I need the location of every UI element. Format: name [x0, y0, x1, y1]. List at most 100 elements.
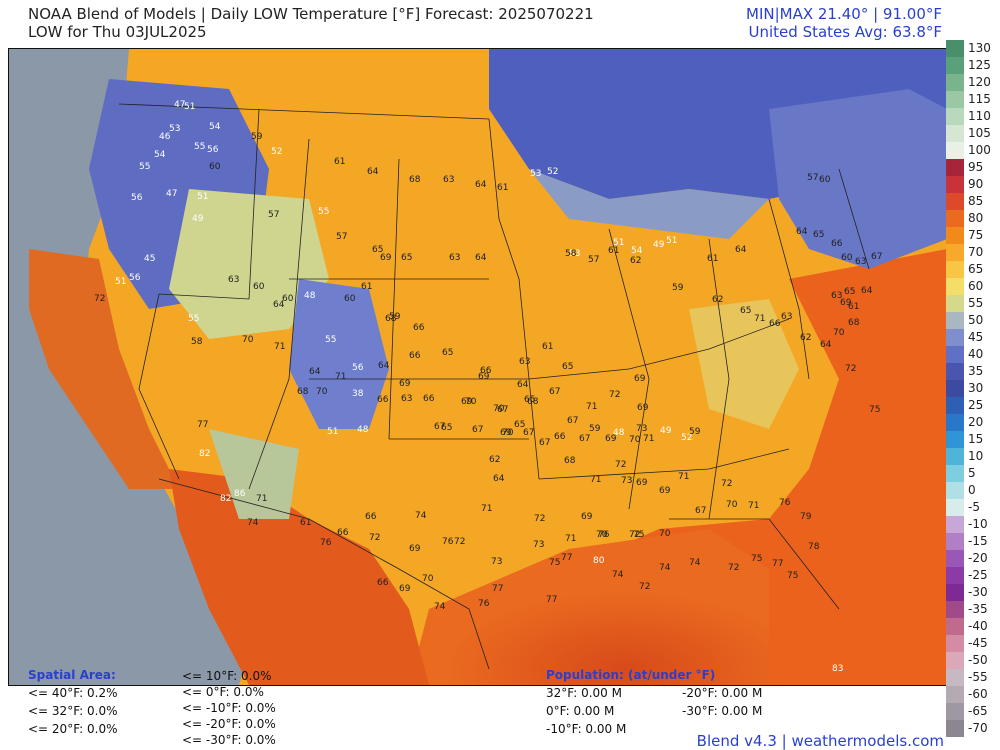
temperature-value-label: 77 [772, 559, 783, 569]
colorbar-swatch [946, 346, 964, 363]
colorbar-label: -60 [968, 687, 988, 701]
northeast-cool-zone [769, 89, 947, 269]
colorbar-swatch [946, 142, 964, 159]
population-header: Population: (at/under °F) [546, 668, 716, 682]
temperature-value-label: 77 [197, 420, 208, 430]
temperature-value-label: 72 [454, 537, 465, 547]
temperature-value-label: 48 [357, 425, 369, 435]
temperature-value-label: 51 [197, 192, 208, 202]
temperature-value-label: 65 [740, 306, 751, 316]
colorbar-swatch [946, 210, 964, 227]
colorbar-swatch [946, 652, 964, 669]
temperature-value-label: 63 [443, 175, 454, 185]
temperature-value-label: 69 [636, 478, 648, 488]
temperature-value-label: 67 [567, 416, 578, 426]
temperature-value-label: 72 [615, 460, 626, 470]
temperature-value-label: 65 [401, 253, 412, 263]
colorbar-label: 120 [968, 75, 991, 89]
temperature-value-label: 71 [643, 434, 654, 444]
temperature-value-label: 67 [549, 387, 560, 397]
spatial-area-row: <= 0°F: 0.0% [182, 685, 264, 699]
spatial-area-panel-2: <= 10°F: 0.0% <= 0°F: 0.0% <= -10°F: 0.0… [182, 668, 276, 748]
colorbar-swatch [946, 244, 964, 261]
temperature-value-label: 70 [465, 397, 477, 407]
colorbar-label: 115 [968, 92, 991, 106]
temperature-value-label: 59 [389, 312, 401, 322]
temperature-value-label: 75 [751, 554, 762, 564]
temperature-value-label: 52 [271, 147, 282, 157]
temperature-value-label: 67 [472, 425, 483, 435]
spatial-area-row: <= -20°F: 0.0% [182, 717, 276, 731]
spatial-area-header: Spatial Area: [28, 668, 116, 682]
temperature-value-label: 71 [335, 372, 346, 382]
temperature-value-label: 68 [385, 314, 397, 324]
colorbar-label: 65 [968, 262, 984, 276]
temperature-value-label: 62 [712, 295, 723, 305]
temperature-value-label: 65 [441, 423, 452, 433]
colorbar-label: -55 [968, 670, 988, 684]
temperature-value-label: 72 [534, 514, 545, 524]
temperature-value-label: 69 [500, 428, 512, 438]
temperature-value-label: 49 [660, 426, 672, 436]
colorbar-swatch [946, 431, 964, 448]
temperature-value-label: 51 [327, 427, 338, 437]
colorbar-label: 90 [968, 177, 984, 191]
temperature-value-label: 75 [787, 571, 798, 581]
temperature-value-label: 64 [493, 474, 505, 484]
temperature-value-label: 70 [502, 428, 514, 438]
temperature-value-label: 52 [547, 167, 558, 177]
temperature-value-label: 54 [631, 246, 643, 256]
temperature-value-label: 67 [871, 252, 882, 262]
temperature-value-label: 64 [475, 180, 487, 190]
temperature-map: 47 51 53 54 46 55 56 59 54 52 55 60 61 64 68 63 64 61 53 52… [8, 48, 948, 686]
temperature-value-label: 69 [634, 374, 646, 384]
colorbar-label: 70 [968, 245, 984, 259]
temperature-value-label: 79 [800, 512, 812, 522]
temperature-value-label: 75 [869, 405, 880, 415]
great-lakes-cool-zone [529, 169, 769, 239]
colorbar-label: 5 [968, 466, 976, 480]
temperature-value-label: 73 [636, 424, 647, 434]
colorbar-label: -65 [968, 704, 988, 718]
temperature-value-label: 65 [813, 230, 824, 240]
colorbar-swatch [946, 261, 964, 278]
temperature-value-label: 74 [247, 518, 259, 528]
temperature-value-label: 55 [139, 162, 150, 172]
spatial-area-row: <= -30°F: 0.0% [182, 733, 276, 747]
spatial-area-row: <= 20°F: 0.0% [28, 722, 118, 736]
temperature-value-label: 64 [735, 245, 747, 255]
temperature-value-label: 52 [681, 433, 692, 443]
temperature-value-label: 77 [546, 595, 557, 605]
temperature-value-label: 64 [309, 367, 321, 377]
population-panel-2: -20°F: 0.00 M -30°F: 0.00 M [682, 686, 762, 718]
temperature-value-label: 51 [613, 238, 624, 248]
temperature-value-label: 77 [492, 584, 503, 594]
appalachian-mild-zone [689, 299, 799, 429]
temperature-value-label: 61 [707, 254, 718, 264]
temperature-value-label: 76 [779, 498, 791, 508]
temperature-value-label: 70 [422, 574, 434, 584]
temperature-value-label: 48 [613, 428, 625, 438]
temperature-value-label: 64 [273, 300, 285, 310]
temperature-value-label: 66 [337, 528, 349, 538]
temperature-value-label: 58 [191, 337, 203, 347]
colorbar-label: -45 [968, 636, 988, 650]
pacific-ocean-zone [9, 49, 249, 685]
temperature-value-label: 60 [344, 294, 356, 304]
temperature-value-label: 71 [754, 314, 765, 324]
colorbar-label: 125 [968, 58, 991, 72]
colorbar-swatch [946, 414, 964, 431]
temperature-value-label: 86 [234, 489, 246, 499]
temperature-value-label: 67 [695, 506, 706, 516]
colorbar-swatch [946, 618, 964, 635]
temperature-value-label: 71 [678, 472, 689, 482]
gulf-warm-zone [409, 529, 769, 685]
temperature-value-label: 64 [820, 340, 832, 350]
colorbar-label: 20 [968, 415, 984, 429]
temperature-value-label: 58 [565, 249, 577, 259]
temperature-value-label: 60 [253, 282, 265, 292]
temperature-value-label: 72 [629, 530, 640, 540]
intermountain-zone [169, 189, 329, 339]
temperature-value-label: 68 [564, 456, 576, 466]
colorbar-label: -70 [968, 721, 988, 735]
